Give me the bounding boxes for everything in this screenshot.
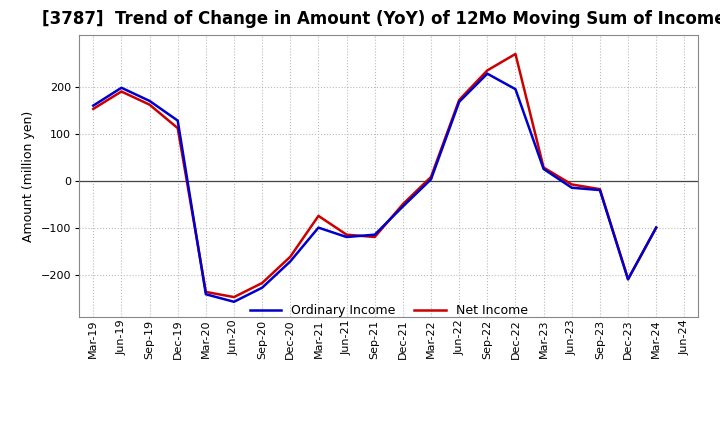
Ordinary Income [230, 299, 238, 304]
Ordinary Income [483, 71, 492, 76]
Net Income [455, 97, 464, 103]
Net Income [174, 125, 182, 131]
Net Income [511, 51, 520, 57]
Net Income [399, 202, 408, 207]
Net Income [427, 174, 436, 180]
Net Income [314, 213, 323, 219]
Net Income [539, 165, 548, 170]
Ordinary Income [117, 85, 126, 90]
Ordinary Income [511, 87, 520, 92]
Net Income [370, 235, 379, 240]
Net Income [652, 225, 660, 230]
Ordinary Income [624, 277, 632, 282]
Ordinary Income [427, 176, 436, 182]
Net Income [202, 289, 210, 294]
Net Income [117, 89, 126, 94]
Ordinary Income [455, 99, 464, 104]
Ordinary Income [539, 166, 548, 172]
Ordinary Income [567, 185, 576, 191]
Net Income [89, 106, 98, 111]
Legend: Ordinary Income, Net Income: Ordinary Income, Net Income [245, 300, 533, 323]
Net Income [258, 280, 266, 286]
Net Income [286, 254, 294, 259]
Net Income [342, 232, 351, 237]
Ordinary Income [595, 187, 604, 193]
Line: Net Income: Net Income [94, 54, 656, 297]
Net Income [595, 187, 604, 192]
Net Income [624, 277, 632, 282]
Ordinary Income [370, 232, 379, 237]
Net Income [567, 182, 576, 187]
Ordinary Income [399, 204, 408, 209]
Ordinary Income [258, 285, 266, 290]
Line: Ordinary Income: Ordinary Income [94, 73, 656, 302]
Ordinary Income [89, 103, 98, 108]
Net Income [230, 294, 238, 300]
Net Income [145, 102, 154, 107]
Ordinary Income [202, 292, 210, 297]
Ordinary Income [342, 235, 351, 240]
Title: [3787]  Trend of Change in Amount (YoY) of 12Mo Moving Sum of Incomes: [3787] Trend of Change in Amount (YoY) o… [42, 10, 720, 28]
Ordinary Income [174, 118, 182, 123]
Ordinary Income [286, 259, 294, 264]
Y-axis label: Amount (million yen): Amount (million yen) [22, 110, 35, 242]
Ordinary Income [145, 98, 154, 103]
Net Income [483, 68, 492, 73]
Ordinary Income [652, 225, 660, 230]
Ordinary Income [314, 225, 323, 230]
